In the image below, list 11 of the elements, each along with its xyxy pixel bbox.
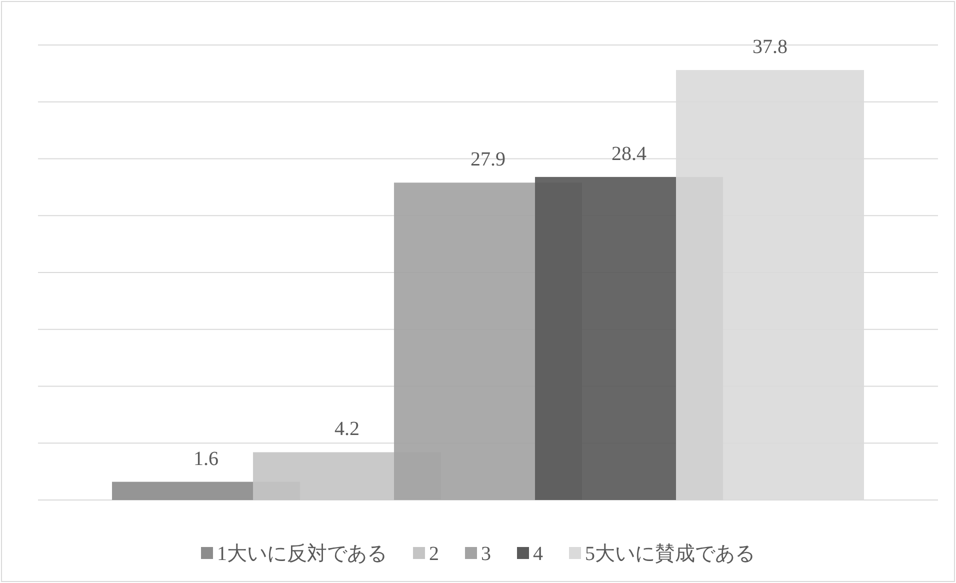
data-label: 4.2 [334,418,360,440]
legend-label: 4 [533,543,543,565]
data-label: 28.4 [612,142,646,165]
data-label: 37.8 [752,36,788,58]
legend-label: 3 [481,543,491,565]
data-label: 1.6 [194,448,218,470]
legend-label: 1大いに反対である [217,543,387,565]
legend-label: 5大いに賛成である [585,543,755,565]
series: 37.8 [676,36,864,500]
legend-label: 2 [429,543,439,565]
data-label: 27.9 [470,148,506,171]
